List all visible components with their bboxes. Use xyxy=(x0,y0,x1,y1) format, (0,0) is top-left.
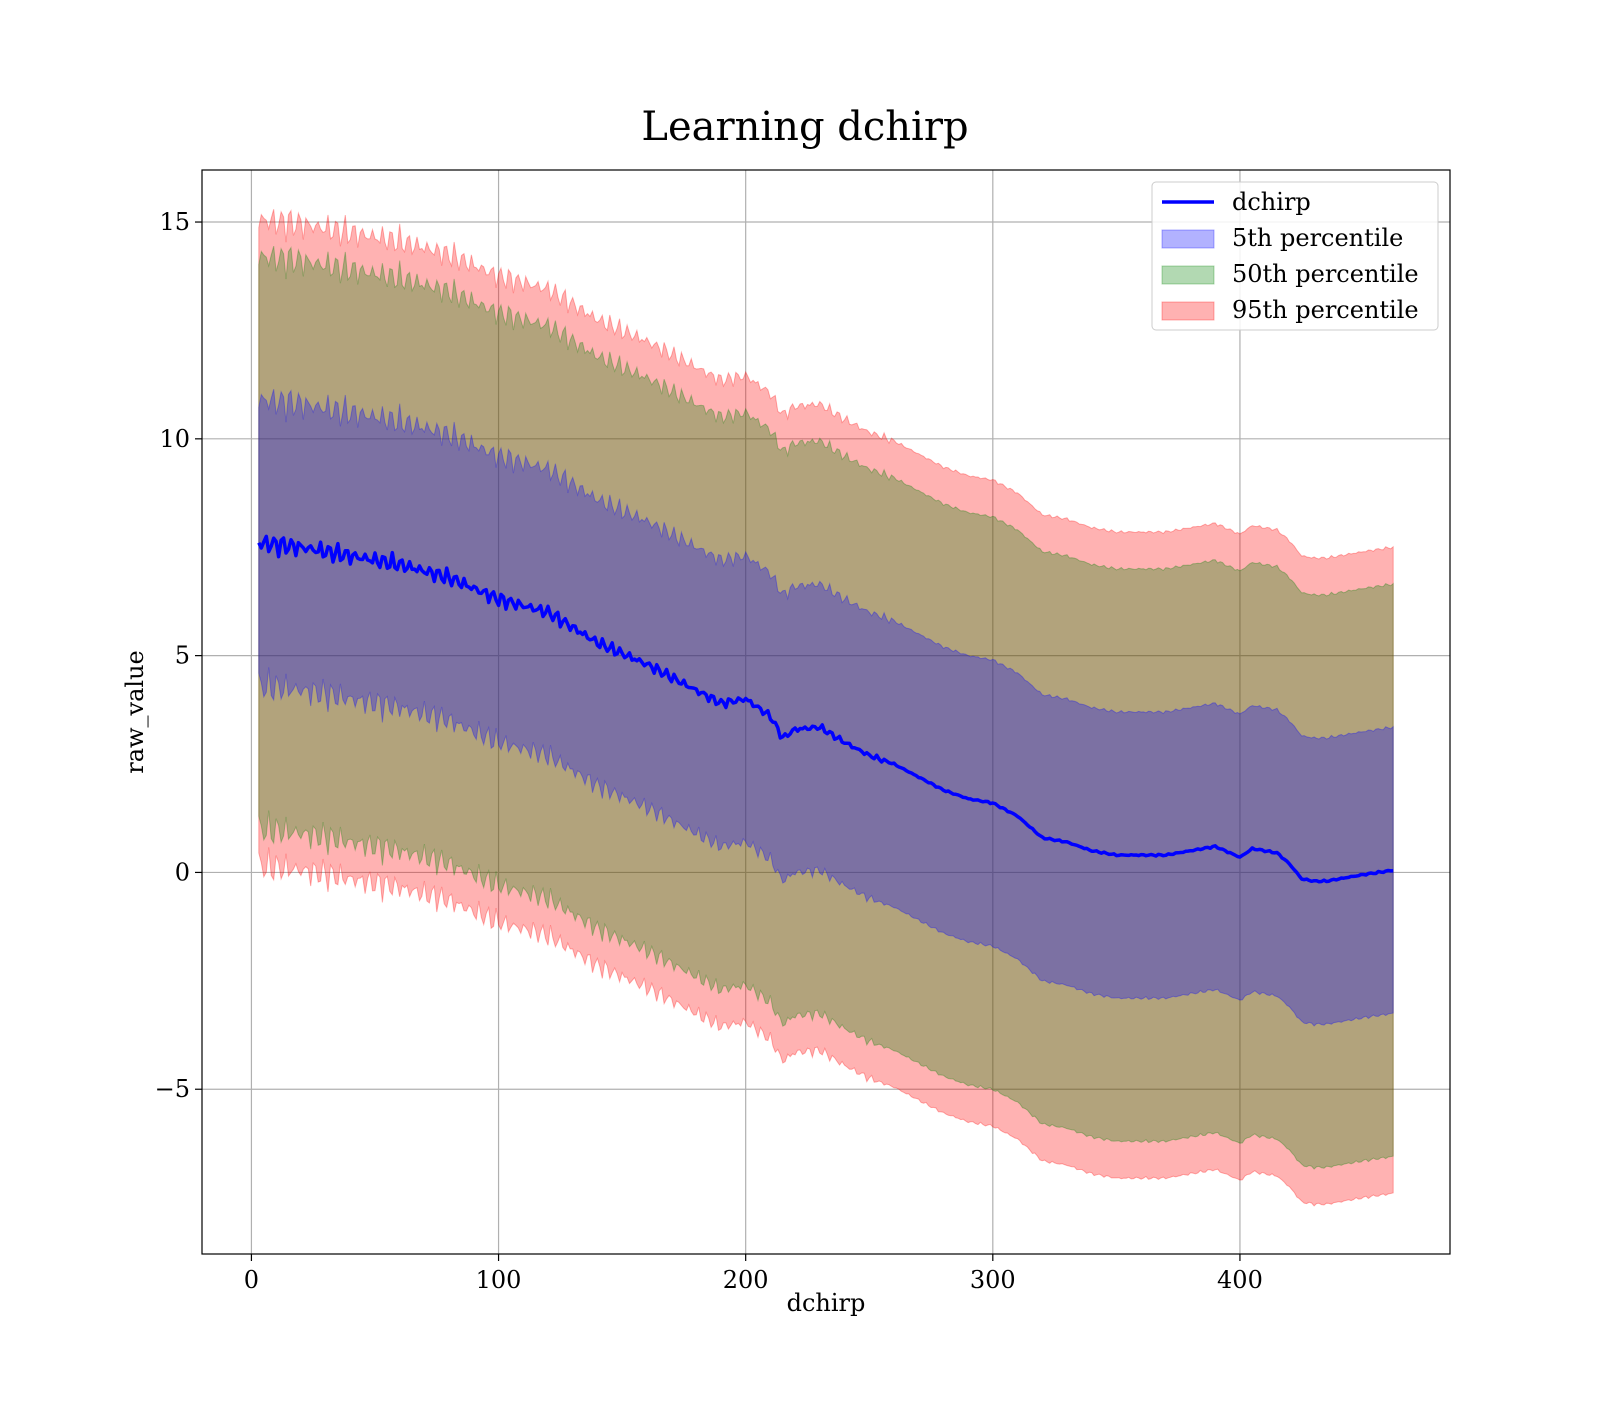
y-tick-label: 15 xyxy=(159,208,190,236)
legend-label: 50th percentile xyxy=(1232,260,1419,288)
legend-swatch xyxy=(1161,301,1215,321)
x-tick-label: 400 xyxy=(1217,1266,1263,1294)
percentile-bands xyxy=(258,209,1394,1207)
x-tick-label: 300 xyxy=(970,1266,1016,1294)
x-tick-label: 200 xyxy=(723,1266,769,1294)
legend-label: 5th percentile xyxy=(1232,224,1403,252)
band-95th-percentile xyxy=(258,209,1394,1207)
x-tick-label: 0 xyxy=(244,1266,259,1294)
series-line-dchirp xyxy=(257,534,1394,884)
legend-label: dchirp xyxy=(1232,188,1311,216)
legend-label: 95th percentile xyxy=(1232,296,1419,324)
legend-swatch xyxy=(1161,229,1215,249)
legend-swatch xyxy=(1161,265,1215,285)
series-lines xyxy=(257,534,1394,884)
y-tick-label: 0 xyxy=(175,858,190,886)
x-tick-label: 100 xyxy=(476,1266,522,1294)
axis-ticks: 0 100 200 300 400 −5 0 5 10 15 xyxy=(155,208,1263,1294)
legend-box xyxy=(1151,181,1439,331)
y-tick-label: 10 xyxy=(159,425,190,453)
chart-title: Learning dchirp xyxy=(641,104,968,150)
plot-frame xyxy=(201,169,1451,1255)
y-axis-label: raw_value xyxy=(121,650,149,774)
y-tick-label: −5 xyxy=(155,1075,190,1103)
legend: dchirp 5th percentile 50th percentile 95th … xyxy=(1151,181,1439,331)
band-5th-percentile xyxy=(258,389,1394,1027)
band-50th-percentile xyxy=(258,245,1394,1170)
y-tick-label: 5 xyxy=(175,642,190,670)
x-axis-label: dchirp xyxy=(787,1289,866,1317)
